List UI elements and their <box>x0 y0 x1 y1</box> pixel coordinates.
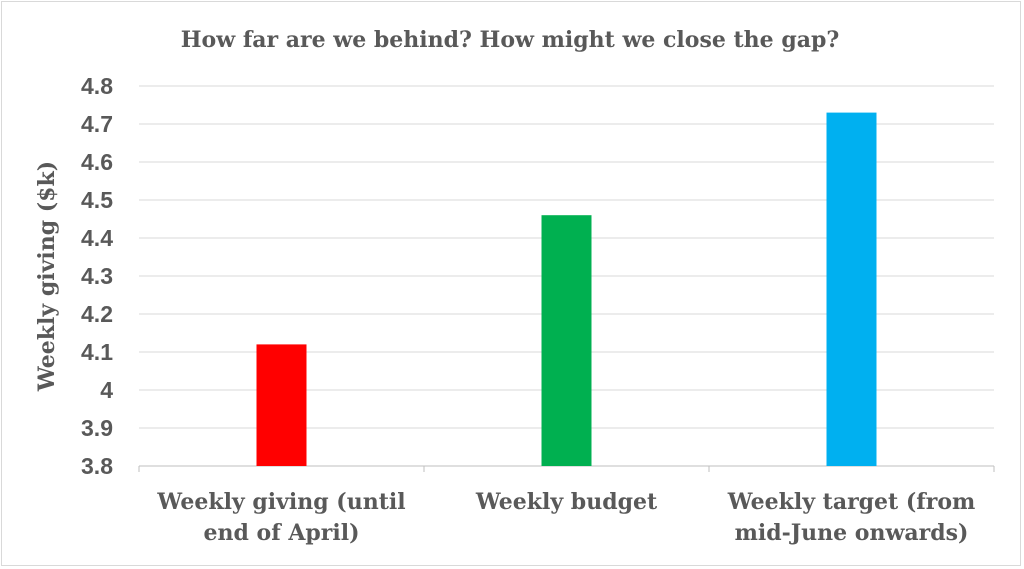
y-tick-label: 4.6 <box>81 149 113 175</box>
y-axis-ticks: 4.8 4.7 4.6 4.5 4.4 4.3 4.2 4.1 4 3.9 3.8 <box>81 73 113 479</box>
bar <box>257 344 307 466</box>
y-tick-label: 4.7 <box>81 111 113 137</box>
y-tick-label: 4 <box>100 377 113 403</box>
y-tick-label: 4.2 <box>81 301 113 327</box>
y-tick-label: 3.9 <box>81 415 113 441</box>
x-tick-label: Weekly budget <box>475 489 658 515</box>
x-tick-label: Weekly giving (until end of April) <box>156 489 405 546</box>
chart-title: How far are we behind? How might we clos… <box>181 27 839 53</box>
bar <box>827 113 877 466</box>
y-tick-label: 4.5 <box>81 187 113 213</box>
x-tick-label: Weekly target (from mid-June onwards) <box>727 489 976 546</box>
bar <box>542 215 592 466</box>
y-axis-label: Weekly giving ($k) <box>34 161 60 392</box>
x-axis-ticks: Weekly giving (until end of April) Weekly … <box>156 489 975 546</box>
y-tick-label: 4.4 <box>81 225 113 251</box>
bars <box>257 113 877 466</box>
y-tick-label: 4.3 <box>81 263 113 289</box>
y-tick-label: 4.1 <box>81 339 113 365</box>
y-tick-label: 3.8 <box>81 453 113 479</box>
y-tick-label: 4.8 <box>81 73 113 99</box>
